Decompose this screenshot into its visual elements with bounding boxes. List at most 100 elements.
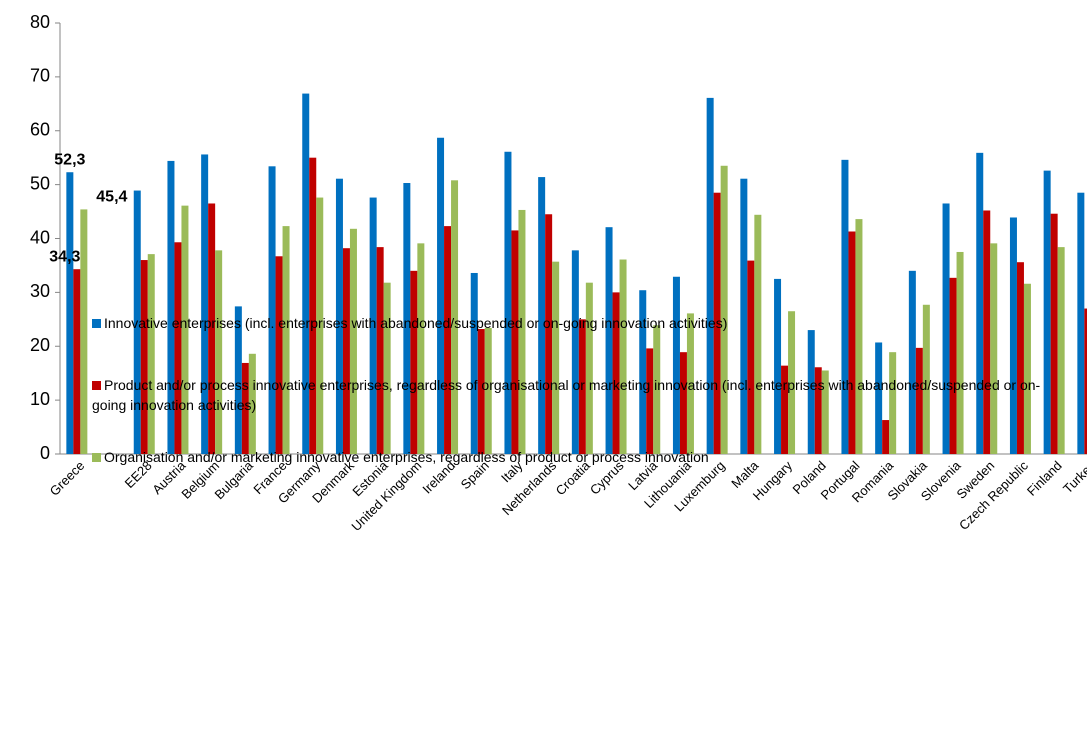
bar bbox=[612, 292, 620, 454]
bar bbox=[1043, 170, 1051, 454]
bar bbox=[275, 256, 283, 454]
legend-label: Product and/or process innovative enterp… bbox=[92, 377, 1041, 413]
bar bbox=[922, 304, 930, 454]
bar bbox=[167, 160, 175, 455]
bar bbox=[713, 192, 721, 455]
bar bbox=[889, 352, 897, 454]
bar bbox=[268, 166, 276, 454]
bar bbox=[181, 205, 189, 454]
y-tick-label: 30 bbox=[30, 281, 50, 301]
bar bbox=[302, 93, 310, 455]
bar bbox=[477, 329, 485, 454]
bar bbox=[335, 178, 343, 455]
bar bbox=[80, 209, 88, 454]
bar bbox=[679, 352, 687, 454]
bar bbox=[821, 370, 829, 454]
bar bbox=[376, 247, 384, 454]
bar bbox=[538, 177, 546, 454]
bar bbox=[956, 251, 964, 454]
legend-swatch bbox=[92, 319, 101, 328]
bar bbox=[444, 226, 452, 454]
y-tick-label: 70 bbox=[30, 66, 50, 86]
bar bbox=[140, 260, 148, 454]
bar bbox=[133, 190, 141, 454]
data-label: 34,3 bbox=[49, 248, 80, 265]
bar bbox=[908, 270, 916, 454]
legend-item: Organisation and/or marketing innovative… bbox=[92, 447, 1042, 467]
bar bbox=[545, 214, 553, 454]
bar bbox=[504, 151, 512, 455]
y-tick-label: 80 bbox=[30, 12, 50, 32]
bar bbox=[208, 203, 216, 454]
bar bbox=[855, 219, 863, 454]
bar bbox=[215, 250, 223, 454]
bar bbox=[841, 159, 849, 454]
legend-label: Innovative enterprises (incl. enterprise… bbox=[104, 315, 728, 331]
bar bbox=[619, 259, 627, 454]
bar bbox=[983, 210, 991, 454]
bar bbox=[882, 420, 890, 454]
bar bbox=[788, 311, 796, 454]
bar bbox=[66, 172, 74, 454]
bar bbox=[437, 137, 445, 454]
y-tick-label: 40 bbox=[30, 227, 50, 247]
bar bbox=[1057, 247, 1065, 454]
bar bbox=[605, 227, 613, 454]
bar bbox=[349, 228, 357, 454]
x-tick-label: Turkey bbox=[1060, 458, 1087, 497]
legend-label: Organisation and/or marketing innovative… bbox=[104, 449, 709, 465]
bar bbox=[1009, 217, 1017, 454]
bar bbox=[316, 197, 324, 454]
bar bbox=[410, 270, 418, 454]
bar bbox=[417, 243, 425, 454]
bar bbox=[754, 214, 762, 454]
bar bbox=[369, 197, 377, 454]
bar bbox=[646, 348, 654, 454]
y-tick-label: 50 bbox=[30, 173, 50, 193]
bar bbox=[814, 367, 822, 454]
data-label: 52,3 bbox=[54, 151, 85, 168]
bar bbox=[875, 342, 883, 454]
bar bbox=[949, 277, 957, 454]
y-tick-label: 60 bbox=[30, 120, 50, 140]
bar bbox=[578, 319, 586, 454]
bar bbox=[309, 157, 317, 454]
bar bbox=[942, 203, 950, 454]
bar bbox=[571, 250, 579, 454]
bar bbox=[403, 183, 411, 455]
bar bbox=[248, 353, 256, 454]
bar bbox=[484, 327, 492, 454]
bar bbox=[282, 226, 290, 454]
bar bbox=[1050, 213, 1058, 454]
bar bbox=[774, 278, 782, 454]
bar bbox=[990, 243, 998, 454]
bar bbox=[552, 261, 560, 454]
legend-item: Product and/or process innovative enterp… bbox=[92, 375, 1042, 415]
bar bbox=[1084, 308, 1087, 454]
bar bbox=[73, 269, 81, 454]
legend-swatch bbox=[92, 453, 101, 462]
bar bbox=[781, 365, 789, 454]
bar bbox=[585, 282, 593, 454]
bar bbox=[1023, 283, 1031, 454]
bar bbox=[672, 276, 680, 454]
bar bbox=[451, 180, 459, 454]
bar bbox=[147, 254, 155, 454]
bar bbox=[915, 347, 923, 454]
legend-item: Innovative enterprises (incl. enterprise… bbox=[92, 313, 1042, 333]
bar bbox=[342, 248, 350, 454]
bar bbox=[518, 209, 526, 454]
bar bbox=[639, 290, 647, 454]
bar bbox=[234, 306, 242, 454]
data-label: 45,4 bbox=[96, 189, 127, 206]
legend-swatch bbox=[92, 381, 101, 390]
bar bbox=[511, 230, 519, 454]
bar bbox=[241, 362, 249, 454]
bar bbox=[470, 272, 478, 454]
y-tick-label: 0 bbox=[40, 443, 50, 463]
bar bbox=[653, 325, 661, 454]
bar bbox=[706, 97, 714, 454]
bar bbox=[383, 282, 391, 454]
bar bbox=[174, 242, 182, 454]
